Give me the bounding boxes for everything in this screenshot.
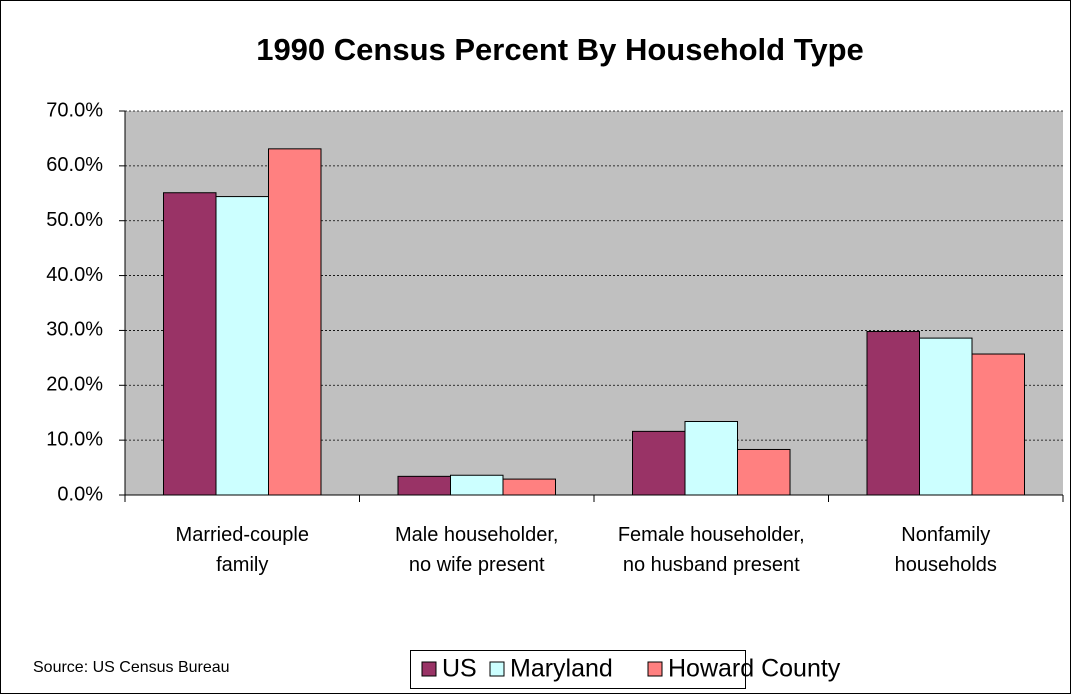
bar — [971, 353, 1025, 496]
bar — [268, 148, 322, 496]
bar — [632, 430, 686, 496]
bar — [163, 192, 217, 496]
x-tick-label: Married-couple family — [175, 524, 309, 576]
x-tick-label: Male householder, no wife present — [395, 524, 559, 576]
y-tick-label: 40.0% — [46, 264, 103, 286]
y-tick-label: 20.0% — [46, 374, 103, 396]
legend-swatch — [421, 661, 437, 677]
bar — [919, 337, 973, 496]
legend-label: Maryland — [510, 655, 613, 683]
bar — [215, 196, 269, 496]
legend-box — [410, 650, 746, 689]
bar — [450, 474, 504, 496]
y-tick-label: 50.0% — [46, 209, 103, 231]
source-note: Source: US Census Bureau — [33, 659, 230, 676]
legend-label: US — [442, 655, 477, 683]
legend-label: Howard County — [668, 655, 841, 683]
bar — [866, 331, 920, 496]
bar — [684, 420, 738, 496]
x-tick-label: Female householder, no husband present — [617, 524, 805, 576]
chart-title: 1990 Census Percent By Household Type — [256, 32, 864, 67]
x-tick-label: Nonfamily households — [894, 524, 997, 576]
bar — [397, 475, 451, 496]
bar — [737, 448, 791, 496]
y-tick-label: 10.0% — [46, 428, 103, 450]
y-tick-label: 70.0% — [46, 99, 103, 121]
legend-swatch — [647, 661, 663, 677]
legend-swatch — [489, 661, 505, 677]
bar — [502, 478, 556, 496]
y-tick-label: 30.0% — [46, 319, 103, 341]
y-tick-label: 60.0% — [46, 154, 103, 176]
y-tick-label: 0.0% — [57, 483, 103, 505]
